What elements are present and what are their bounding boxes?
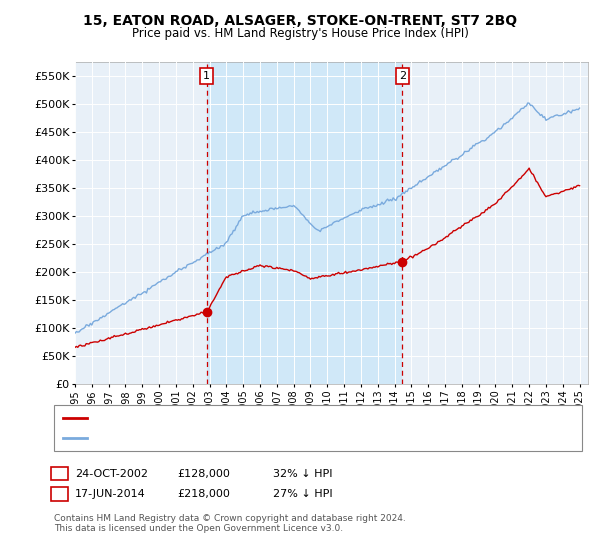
Text: 1: 1 [203, 71, 210, 81]
Text: Price paid vs. HM Land Registry's House Price Index (HPI): Price paid vs. HM Land Registry's House … [131, 27, 469, 40]
Bar [206, 62, 403, 384]
Text: 15, EATON ROAD, ALSAGER, STOKE-ON-TRENT, ST7 2BQ: 15, EATON ROAD, ALSAGER, STOKE-ON-TRENT,… [83, 14, 517, 28]
Text: Contains HM Land Registry data © Crown copyright and database right 2024.
This d: Contains HM Land Registry data © Crown c… [54, 514, 406, 534]
Text: 1: 1 [56, 469, 63, 479]
Text: 17-JUN-2014: 17-JUN-2014 [75, 489, 146, 499]
Text: 27% ↓ HPI: 27% ↓ HPI [273, 489, 332, 499]
Text: £218,000: £218,000 [177, 489, 230, 499]
Text: 24-OCT-2002: 24-OCT-2002 [75, 469, 148, 479]
Text: HPI: Average price, detached house, Cheshire East: HPI: Average price, detached house, Ches… [91, 433, 356, 443]
Text: 2: 2 [56, 489, 63, 499]
Text: £128,000: £128,000 [177, 469, 230, 479]
Text: 2: 2 [399, 71, 406, 81]
Text: 15, EATON ROAD, ALSAGER, STOKE-ON-TRENT, ST7 2BQ (detached house): 15, EATON ROAD, ALSAGER, STOKE-ON-TRENT,… [91, 413, 479, 423]
Text: 32% ↓ HPI: 32% ↓ HPI [273, 469, 332, 479]
